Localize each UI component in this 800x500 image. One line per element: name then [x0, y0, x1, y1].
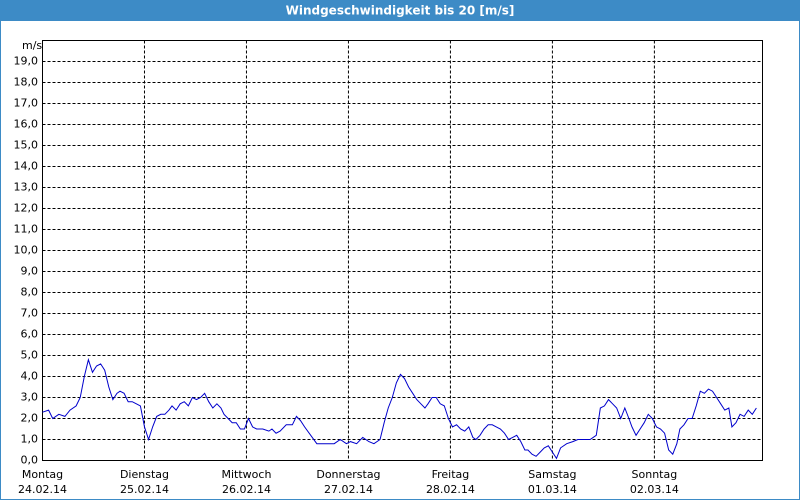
- y-tick-label: 9,0: [21, 265, 39, 278]
- chart-title: Windgeschwindigkeit bis 20 [m/s]: [286, 4, 515, 18]
- y-tick-label: 2,0: [21, 412, 39, 425]
- x-tick-date: 25.02.14: [120, 483, 169, 496]
- x-tick-date: 02.03.14: [630, 483, 679, 496]
- y-axis-label: m/s: [22, 39, 42, 52]
- x-tick-label: Freitag: [432, 468, 470, 481]
- data-line: [42, 357, 757, 460]
- y-tick-label: 13,0: [14, 181, 39, 194]
- grid: [42, 40, 763, 461]
- plot-border: [42, 40, 763, 461]
- y-tick-label: 3,0: [21, 391, 39, 404]
- x-tick-label: Montag: [22, 468, 63, 481]
- y-tick-label: 1,0: [21, 433, 39, 446]
- y-tick-label: 14,0: [14, 160, 39, 173]
- y-tick-label: 5,0: [21, 349, 39, 362]
- x-tick-label: Mittwoch: [222, 468, 272, 481]
- x-tick-date: 28.02.14: [426, 483, 475, 496]
- y-tick-label: 16,0: [14, 118, 39, 131]
- title-bar: [0, 0, 800, 21]
- x-tick-date: 27.02.14: [324, 483, 373, 496]
- y-tick-label: 11,0: [14, 223, 39, 236]
- y-tick-label: 12,0: [14, 202, 39, 215]
- y-tick-label: 18,0: [14, 76, 39, 89]
- x-tick-label: Dienstag: [120, 468, 169, 481]
- x-tick-label: Donnerstag: [316, 468, 380, 481]
- y-tick-label: 10,0: [14, 244, 39, 257]
- y-tick-label: 0,0: [21, 454, 39, 467]
- y-tick-label: 6,0: [21, 328, 39, 341]
- y-tick-label: 7,0: [21, 307, 39, 320]
- y-tick-label: 4,0: [21, 370, 39, 383]
- x-tick-date: 24.02.14: [18, 483, 67, 496]
- x-tick-date: 26.02.14: [222, 483, 271, 496]
- x-tick-label: Sonntag: [632, 468, 678, 481]
- y-tick-label: 8,0: [21, 286, 39, 299]
- y-tick-label: 15,0: [14, 139, 39, 152]
- x-tick-date: 01.03.14: [528, 483, 577, 496]
- y-tick-label: 17,0: [14, 97, 39, 110]
- x-tick-label: Samstag: [528, 468, 576, 481]
- y-tick-label: 19,0: [14, 55, 39, 68]
